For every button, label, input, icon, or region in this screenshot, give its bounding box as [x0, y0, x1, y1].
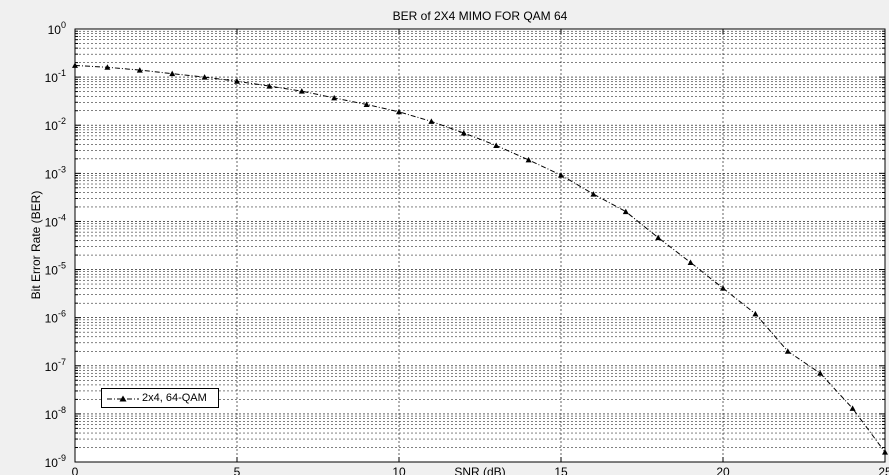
data-point-marker — [169, 70, 176, 77]
data-point-marker — [687, 259, 694, 266]
y-tick-labels: 100 10-1 10-2 10-3 10-4 10-5 10-6 10-7 10-8 10-9 — [45, 20, 66, 470]
y-tick-label: 10-8 — [45, 405, 66, 422]
data-point-marker — [493, 142, 500, 148]
data-point-marker — [590, 191, 597, 197]
data-point-marker — [558, 172, 564, 178]
data-point-marker — [72, 62, 78, 68]
data-point-marker — [136, 67, 143, 73]
y-axis-label: Bit Error Rate (BER) — [29, 191, 43, 300]
x-axis-label: SNR (dB) — [454, 465, 505, 475]
data-point-marker — [363, 101, 370, 107]
y-tick-label: 10-4 — [45, 212, 66, 229]
y-tick-label: 100 — [48, 20, 66, 37]
chart-title: BER of 2X4 MIMO FOR QAM 64 — [393, 9, 568, 23]
data-point-marker — [720, 285, 726, 291]
data-point-marker — [201, 74, 208, 80]
legend-label: 2x4, 64-QAM — [142, 392, 207, 404]
y-tick-label: 10-3 — [45, 164, 66, 181]
data-point-marker — [428, 118, 435, 124]
x-tick-label: 20 — [716, 465, 730, 475]
y-tick-label: 10-2 — [45, 116, 66, 133]
y-tick-label: 10-5 — [45, 261, 66, 278]
data-point-marker — [266, 83, 273, 89]
series-line — [74, 64, 886, 453]
data-point-marker — [525, 156, 532, 163]
data-point-marker — [104, 64, 111, 70]
data-point-marker — [460, 129, 467, 136]
data-point-marker — [784, 348, 791, 354]
legend: 2x4, 64-QAM — [101, 388, 219, 408]
data-point-marker — [655, 234, 662, 241]
series-layer — [72, 62, 888, 455]
x-tick-label: 5 — [234, 465, 241, 475]
data-point-marker — [817, 370, 824, 376]
data-point-marker — [331, 94, 338, 101]
x-tick-label: 15 — [554, 465, 568, 475]
data-point-marker — [849, 405, 856, 411]
x-tick-label: 25 — [878, 465, 889, 475]
legend-line-sample-icon — [107, 395, 139, 402]
x-tick-labels: 0 5 10 15 20 25 — [72, 465, 889, 475]
y-tick-label: 10-6 — [45, 309, 66, 326]
y-tick-label: 10-1 — [45, 68, 66, 85]
data-point-marker — [396, 108, 402, 115]
y-tick-label: 10-7 — [45, 357, 66, 374]
y-tick-label: 10-9 — [45, 453, 66, 470]
data-point-marker — [752, 310, 759, 317]
data-point-marker — [622, 208, 629, 215]
data-point-marker — [234, 78, 240, 84]
axis-ticks — [74, 28, 886, 463]
axes-frame — [74, 28, 886, 463]
data-point-marker — [882, 449, 888, 455]
x-tick-label: 0 — [72, 465, 79, 475]
x-tick-label: 10 — [392, 465, 406, 475]
data-point-marker — [298, 88, 305, 94]
grid-lines — [75, 29, 885, 462]
